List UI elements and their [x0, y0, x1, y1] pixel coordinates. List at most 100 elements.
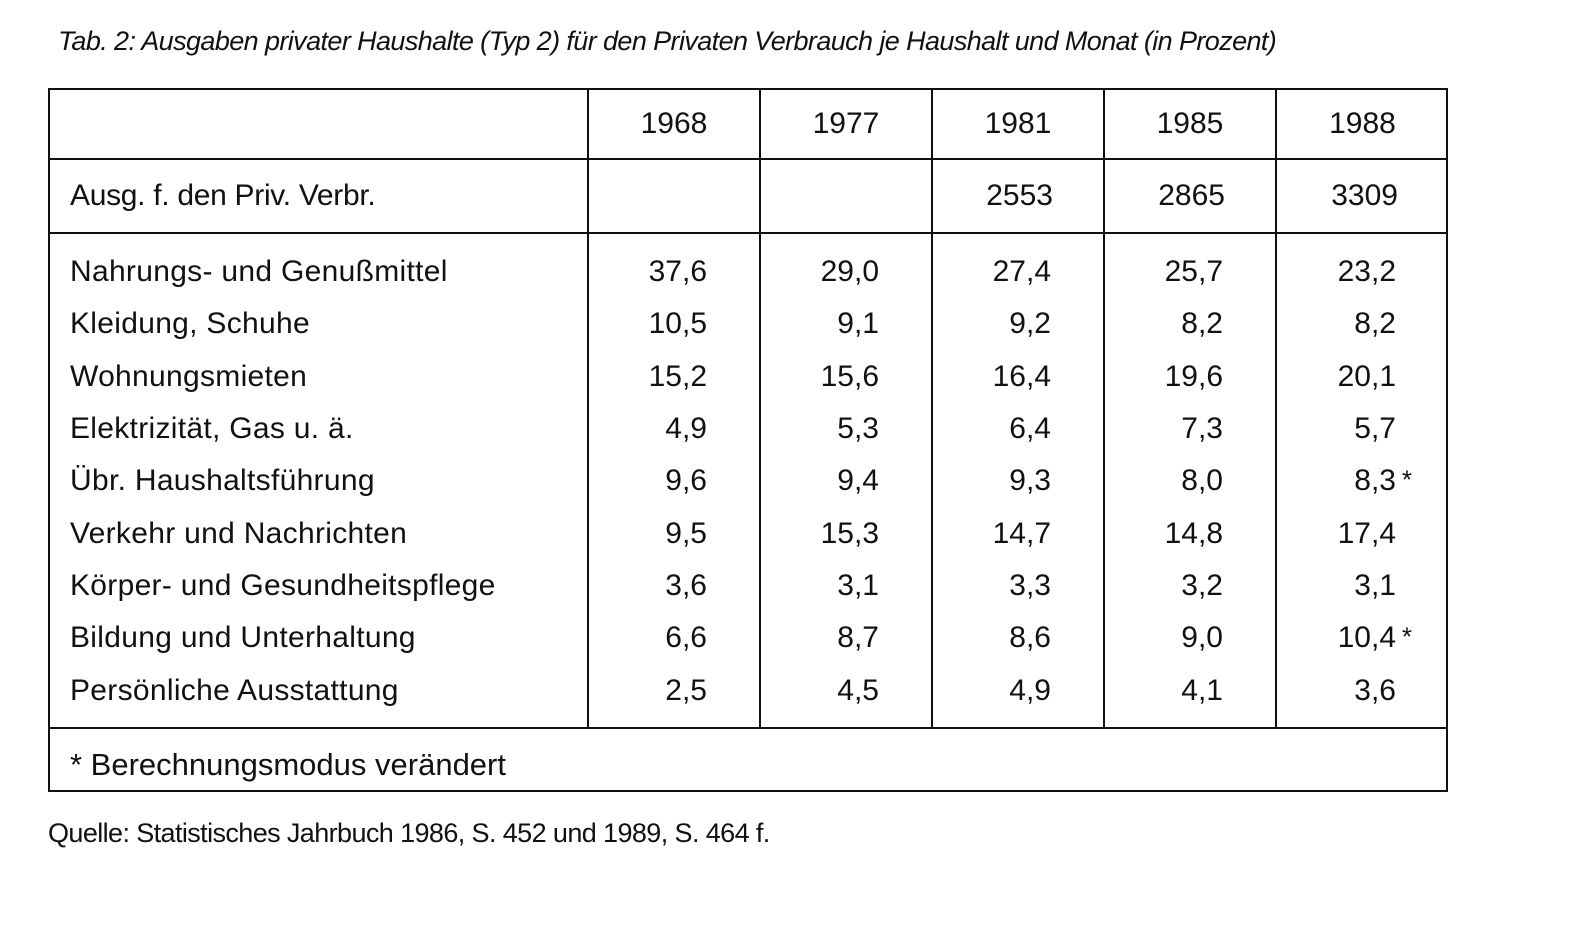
- percentage-cell: 8,2: [1103, 298, 1276, 351]
- percentage-cell: 6,6: [587, 612, 760, 665]
- category-label: Bildung und Unterhaltung: [70, 621, 416, 655]
- percentage-cell: 4,5: [759, 664, 932, 717]
- total-expenditure-row: Ausg. f. den Priv. Verbr. 2553 2865 3309: [50, 159, 1448, 234]
- table-row: Persönliche Ausstattung 2,5 4,5 4,9 4,1 3,6: [50, 664, 1448, 717]
- percentage-cell: 15,6: [759, 350, 932, 403]
- percentage-cell: 2,5: [587, 664, 760, 717]
- percentage-value: 3,6: [1354, 673, 1396, 707]
- percentage-value: 23,2: [1337, 255, 1396, 289]
- percentage-cell: 9,6: [587, 455, 760, 508]
- percentage-value: 5,3: [837, 412, 879, 446]
- total-value: [759, 159, 932, 234]
- percentage-value: 8,6: [1009, 621, 1051, 655]
- percentage-cell: 37,6: [587, 246, 760, 299]
- percentage-value: 3,6: [665, 568, 707, 602]
- percentage-cell: 8,7: [759, 612, 932, 665]
- percentage-value: 8,7: [837, 621, 879, 655]
- header-corner-cell: [50, 90, 588, 160]
- percentage-cell: 23,2: [1275, 246, 1448, 299]
- percentage-value: 9,6: [665, 464, 707, 498]
- percentage-value: 3,2: [1181, 568, 1223, 602]
- percentage-cell: 17,4: [1275, 507, 1448, 560]
- percentage-value: 19,6: [1164, 359, 1223, 393]
- percentage-cell: 20,1: [1275, 350, 1448, 403]
- percentage-value: 14,8: [1164, 516, 1223, 550]
- percentage-value: 25,7: [1164, 255, 1223, 289]
- percentage-cell: 3,6: [587, 559, 760, 613]
- percentage-value: 10,4: [1337, 621, 1396, 655]
- category-label: Elektrizität, Gas u. ä.: [70, 412, 354, 446]
- spacer-row: [50, 233, 1448, 246]
- percentage-value: 15,2: [648, 359, 707, 393]
- percentage-value: 16,4: [992, 359, 1051, 393]
- total-value: [587, 159, 760, 234]
- percentage-value: 29,0: [820, 255, 879, 289]
- percentage-value: 2,5: [665, 673, 707, 707]
- table-row: Verkehr und Nachrichten 9,5 15,3 14,7 14,8 17…: [50, 507, 1448, 560]
- category-label: Kleidung, Schuhe: [70, 307, 310, 341]
- total-value: 2553: [931, 159, 1104, 234]
- percentage-value: 3,1: [837, 568, 879, 602]
- percentage-value: 8,2: [1354, 307, 1396, 341]
- category-label: Körper- und Gesundheitspflege: [70, 568, 496, 602]
- footnote-row: * Berechnungsmodus verändert: [50, 726, 1448, 801]
- percentage-value: 9,0: [1181, 621, 1223, 655]
- category-label: Wohnungsmieten: [70, 359, 308, 393]
- percentage-cell: 9,1: [759, 298, 932, 351]
- percentage-cell: 9,2: [931, 298, 1104, 351]
- percentage-cell: 6,4: [931, 402, 1104, 456]
- category-label: Persönliche Ausstattung: [70, 673, 399, 707]
- percentage-value: 9,4: [837, 464, 879, 498]
- percentage-cell: 3,6: [1275, 664, 1448, 717]
- percentage-value: 6,4: [1009, 412, 1051, 446]
- header-row: 1968 1977 1981 1985 1988: [50, 90, 1448, 160]
- total-value: 2865: [1103, 159, 1276, 234]
- percentage-cell: 10,5: [587, 298, 760, 351]
- percentage-value: 15,6: [820, 359, 879, 393]
- total-label: Ausg. f. den Priv. Verbr.: [50, 159, 588, 234]
- percentage-cell: 25,7: [1103, 246, 1276, 299]
- percentage-value: 37,6: [648, 255, 707, 289]
- percentage-cell: 27,4: [931, 246, 1104, 299]
- percentage-cell: 3,2: [1103, 559, 1276, 613]
- percentage-cell: 4,1: [1103, 664, 1276, 717]
- year-header: 1988: [1275, 90, 1448, 160]
- percentage-cell: 14,7: [931, 507, 1104, 560]
- table-frame: 1968 1977 1981 1985 1988 Ausg. f. den Pr…: [48, 88, 1448, 801]
- category-label: Übr. Haushaltsführung: [70, 464, 375, 498]
- percentage-value: 7,3: [1181, 412, 1223, 446]
- year-header: 1968: [587, 90, 760, 160]
- source-note: Quelle: Statistisches Jahrbuch 1986, S. …: [48, 818, 770, 848]
- percentage-value: 8,2: [1181, 307, 1223, 341]
- percentage-cell: 16,4: [931, 350, 1104, 403]
- table-caption: Tab. 2: Ausgaben privater Haushalte (Typ…: [58, 26, 1277, 56]
- percentage-value: 20,1: [1337, 359, 1396, 393]
- expenditure-table: 1968 1977 1981 1985 1988 Ausg. f. den Pr…: [50, 90, 1448, 801]
- year-header: 1977: [759, 90, 932, 160]
- percentage-value: 4,9: [1009, 673, 1051, 707]
- percentage-value: 4,5: [837, 673, 879, 707]
- percentage-value: 8,3: [1354, 464, 1396, 498]
- percentage-cell: 15,2: [587, 350, 760, 403]
- percentage-value: 10,5: [648, 307, 707, 341]
- percentage-cell: 9,3: [931, 455, 1104, 508]
- percentage-value: 6,6: [665, 621, 707, 655]
- percentage-value: 4,9: [665, 412, 707, 446]
- percentage-cell: 9,0: [1103, 612, 1276, 665]
- percentage-cell: 8,2: [1275, 298, 1448, 351]
- percentage-value: 9,5: [665, 516, 707, 550]
- percentage-cell: 8,0: [1103, 455, 1276, 508]
- percentage-value: 9,1: [837, 307, 879, 341]
- percentage-cell: 5,7: [1275, 402, 1448, 456]
- table-row: Elektrizität, Gas u. ä. 4,9 5,3 6,4 7,3 5,7: [50, 402, 1448, 456]
- table-row: Körper- und Gesundheitspflege 3,6 3,1 3,3 3,…: [50, 559, 1448, 613]
- footnote-marker: *: [1401, 464, 1412, 495]
- percentage-cell: 14,8: [1103, 507, 1276, 560]
- percentage-value: 8,0: [1181, 464, 1223, 498]
- percentage-cell: 3,3: [931, 559, 1104, 613]
- percentage-value: 3,3: [1009, 568, 1051, 602]
- percentage-cell: 9,5: [587, 507, 760, 560]
- percentage-cell: 4,9: [931, 664, 1104, 717]
- percentage-value: 9,2: [1009, 307, 1051, 341]
- percentage-value: 27,4: [992, 255, 1051, 289]
